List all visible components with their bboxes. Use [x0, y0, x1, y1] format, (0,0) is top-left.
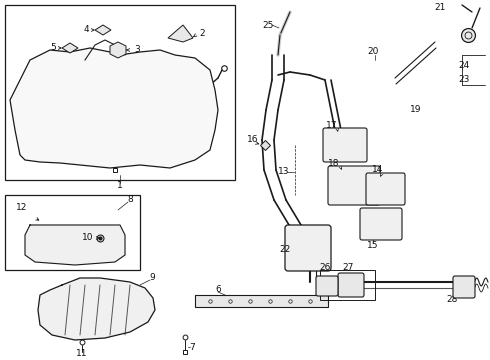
FancyBboxPatch shape: [316, 276, 338, 296]
Text: 8: 8: [127, 195, 133, 204]
Text: 18: 18: [328, 158, 340, 167]
FancyBboxPatch shape: [453, 276, 475, 298]
Text: 2: 2: [199, 28, 205, 37]
FancyBboxPatch shape: [328, 166, 380, 205]
Text: 4: 4: [83, 26, 89, 35]
Text: 17: 17: [326, 121, 338, 130]
Bar: [320, 270, 375, 300]
Text: 3: 3: [134, 45, 140, 54]
Polygon shape: [110, 42, 126, 58]
Text: 26: 26: [319, 264, 331, 273]
Text: 27: 27: [343, 264, 354, 273]
PathPatch shape: [10, 48, 218, 168]
Text: 9: 9: [149, 274, 155, 283]
Text: 7: 7: [189, 342, 195, 351]
Text: 20: 20: [368, 48, 379, 57]
Text: 15: 15: [367, 240, 379, 249]
Text: 25: 25: [262, 21, 274, 30]
Text: 14: 14: [372, 166, 384, 175]
Polygon shape: [62, 43, 78, 53]
Bar: [195, 295, 328, 307]
Text: 28: 28: [446, 296, 458, 305]
Text: 16: 16: [247, 135, 259, 144]
Bar: [5, 5, 235, 180]
Text: 21: 21: [434, 4, 446, 13]
Polygon shape: [168, 25, 193, 42]
Text: 24: 24: [458, 60, 469, 69]
FancyBboxPatch shape: [285, 225, 331, 271]
Text: 22: 22: [279, 246, 291, 255]
Text: 1: 1: [117, 180, 123, 189]
Text: 23: 23: [458, 76, 470, 85]
Text: 11: 11: [76, 348, 88, 357]
FancyBboxPatch shape: [366, 173, 405, 205]
Text: 6: 6: [215, 285, 221, 294]
Polygon shape: [38, 278, 155, 340]
Text: 13: 13: [278, 167, 290, 176]
FancyBboxPatch shape: [338, 273, 364, 297]
FancyBboxPatch shape: [323, 128, 367, 162]
Polygon shape: [25, 225, 125, 265]
Bar: [5, 195, 140, 270]
Polygon shape: [95, 25, 111, 35]
Text: 5: 5: [50, 44, 56, 53]
Text: 10: 10: [82, 233, 94, 242]
FancyBboxPatch shape: [360, 208, 402, 240]
Text: 19: 19: [410, 105, 422, 114]
Text: 12: 12: [16, 203, 28, 212]
